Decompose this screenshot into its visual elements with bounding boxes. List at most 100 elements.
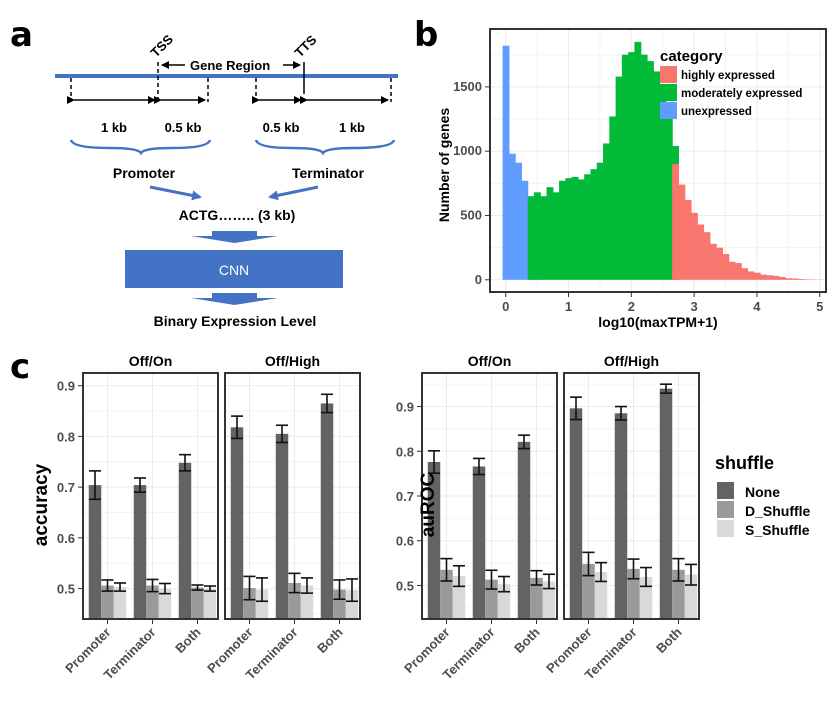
bar-s-shuffle: [594, 572, 608, 619]
legend-label-unexpressed: unexpressed: [681, 106, 752, 118]
bar-s-shuffle: [113, 587, 127, 619]
histogram-bar-moderately-expressed: [659, 99, 667, 280]
facet-label-off-high: Off/High: [604, 353, 659, 369]
histogram-bar-highly-expressed: [684, 200, 692, 280]
segment-label-3: 0.5 kb: [263, 120, 300, 135]
histogram-bar-highly-expressed: [772, 275, 780, 280]
histogram-bar-unexpressed: [508, 153, 516, 280]
legend-swatch-none: [717, 482, 734, 499]
histogram-bar-highly-expressed: [716, 247, 723, 280]
histogram-bar-unexpressed: [515, 162, 523, 280]
histogram-bar-highly-expressed: [678, 184, 686, 280]
histogram-xtick-label: 2: [628, 299, 635, 314]
shuffle-legend: shuffle None D_Shuffle S_Shuffle: [715, 453, 811, 538]
gene-region-label: Gene Region: [190, 58, 270, 73]
terminator-brace: [254, 139, 396, 156]
histogram-xtick-label: 3: [690, 299, 697, 314]
bar-s-shuffle: [542, 581, 556, 619]
bar-s-shuffle: [255, 589, 269, 619]
bar-d-shuffle: [672, 569, 685, 619]
segment-label-4: 1 kb: [339, 120, 365, 135]
histogram-bar-moderately-expressed: [565, 178, 573, 280]
panel-letter-b: b: [414, 15, 438, 55]
histogram-bar-moderately-expressed: [584, 174, 592, 280]
ytick-label: 0.5: [57, 582, 75, 597]
bar-d-shuffle: [101, 585, 114, 619]
histogram-bar-highly-expressed: [703, 232, 711, 280]
histogram-bar-unexpressed: [521, 180, 529, 280]
bar-none: [178, 462, 192, 619]
legend-swatch-moderately-expressed: [660, 84, 677, 101]
ytick-label: 0.8: [57, 429, 75, 444]
ytick-label: 0.8: [396, 444, 414, 459]
histogram-bar-moderately-expressed: [552, 192, 560, 280]
sequence-label: ACTG…….. (3 kb): [179, 207, 296, 223]
legend-swatch-d-shuffle: [717, 501, 734, 518]
legend-label-s-shuffle: S_Shuffle: [745, 522, 810, 538]
legend-label-d-shuffle: D_Shuffle: [745, 503, 811, 519]
legend-swatch-s-shuffle: [717, 520, 734, 537]
facet-frame: [421, 372, 558, 620]
bar-d-shuffle: [243, 588, 256, 619]
legend-label-highly-expressed: highly expressed: [681, 70, 775, 82]
ytick-label: 0.9: [396, 400, 414, 415]
xtick-label: Both: [314, 624, 346, 656]
promoter-brace: [69, 139, 212, 156]
facet-frame: [563, 372, 700, 620]
histogram-bar-highly-expressed: [797, 279, 805, 280]
histogram-bar-moderately-expressed: [596, 162, 604, 280]
panel-letter-c: c: [10, 347, 30, 387]
histogram-bar-moderately-expressed: [609, 116, 617, 280]
bar-s-shuffle: [497, 584, 511, 619]
bar-s-shuffle: [158, 588, 172, 619]
down-arrow-1: [191, 231, 278, 243]
bar-s-shuffle: [203, 588, 217, 619]
histogram-bar-moderately-expressed: [628, 52, 636, 280]
histogram-bar-moderately-expressed: [640, 54, 648, 280]
histogram-bar-moderately-expressed: [590, 169, 598, 280]
histogram-legend: category highly expressed moderately exp…: [660, 48, 802, 119]
histogram-bar-moderately-expressed: [559, 180, 566, 280]
bar-none: [659, 388, 673, 619]
histogram-bar-moderately-expressed: [634, 41, 642, 280]
histogram-xtick-label: 4: [753, 299, 761, 314]
histogram-bar-moderately-expressed: [577, 179, 585, 280]
terminator-arrow: [268, 185, 319, 201]
bar-d-shuffle: [333, 589, 346, 619]
histogram-xtick-label: 1: [565, 299, 572, 314]
ytick-label: 0.7: [57, 480, 75, 495]
facet-label-off-on: Off/On: [129, 353, 173, 369]
histogram-xlabel: log10(maxTPM+1): [598, 314, 717, 330]
histogram-bar-moderately-expressed: [546, 187, 554, 280]
panel-letter-a: a: [10, 15, 33, 55]
bar-s-shuffle: [639, 576, 653, 619]
histogram-xtick-label: 5: [816, 299, 823, 314]
histogram-xtick-label: 0: [502, 299, 509, 314]
bar-d-shuffle: [440, 569, 453, 619]
ytick-label: 0.6: [396, 534, 414, 549]
histogram-bar-highly-expressed: [728, 261, 736, 280]
facet-frame: [224, 372, 361, 620]
shuffle-legend-title: shuffle: [715, 453, 774, 473]
xtick-label: Both: [653, 624, 685, 656]
auroc-ylabel: auROC: [418, 473, 439, 538]
ytick-label: 0.5: [396, 578, 414, 593]
facet-label-off-on: Off/On: [468, 353, 512, 369]
bar-none: [230, 427, 244, 619]
facet-plot-area: [225, 373, 360, 619]
histogram-ytick-label: 500: [460, 207, 482, 222]
histogram-bar-highly-expressed: [778, 276, 786, 280]
histogram-chart: 0 1 2 3 4 5 0 500 1000 1500 Number of genes log10…: [436, 28, 827, 330]
cnn-label: CNN: [219, 262, 249, 278]
segment-label-2: 0.5 kb: [165, 120, 202, 135]
histogram-bar-highly-expressed: [709, 243, 717, 280]
bar-none: [517, 441, 531, 619]
bar-none: [569, 408, 583, 619]
tss-label: TSS: [148, 31, 177, 60]
histogram-bar-moderately-expressed: [615, 76, 623, 280]
bar-d-shuffle: [627, 568, 640, 619]
histogram-bar-highly-expressed: [766, 275, 774, 280]
bar-d-shuffle: [191, 587, 204, 619]
